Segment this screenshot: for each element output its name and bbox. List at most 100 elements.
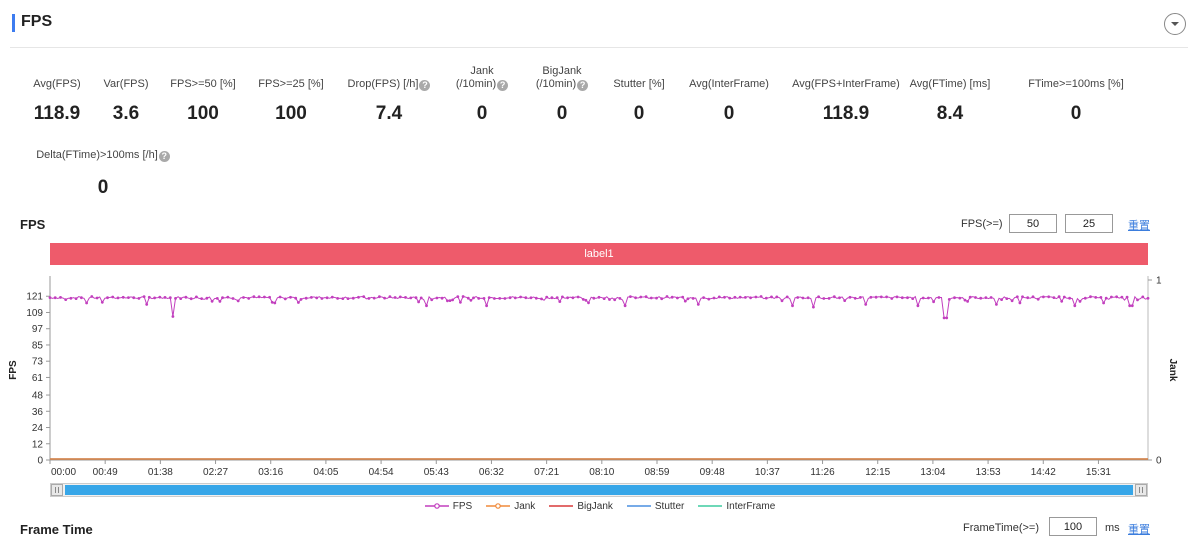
metric-3: FPS>=25 [%] 100 bbox=[206, 78, 376, 125]
metric-label: Avg(FTime) [ms] bbox=[909, 78, 991, 90]
fps-point bbox=[1060, 299, 1064, 303]
fps-chart-title: FPS bbox=[20, 217, 46, 232]
chevron-down-icon bbox=[1171, 22, 1179, 26]
fps-point bbox=[1068, 296, 1071, 300]
fps-point bbox=[942, 316, 946, 320]
x-tick-label: 00:00 bbox=[51, 467, 76, 478]
fps-point bbox=[121, 295, 125, 299]
y-tick-label: 12 bbox=[32, 439, 44, 450]
fps-point bbox=[733, 295, 737, 299]
fps-point bbox=[419, 296, 423, 300]
series-fps-line bbox=[49, 295, 1149, 319]
fps-point bbox=[215, 297, 219, 300]
fps-point bbox=[283, 297, 287, 301]
help-icon[interactable]: ? bbox=[497, 80, 509, 91]
legend-swatch-icon bbox=[549, 505, 574, 508]
fps-point bbox=[168, 296, 172, 300]
fps-point bbox=[372, 296, 376, 300]
fps-point bbox=[524, 296, 528, 300]
help-icon[interactable]: ? bbox=[158, 151, 170, 162]
fps-point bbox=[927, 296, 930, 300]
fps-point bbox=[937, 296, 941, 299]
fps-point bbox=[945, 316, 949, 320]
fps-point bbox=[890, 297, 894, 300]
metric-11: FTime>=100ms [%] 0 bbox=[991, 78, 1161, 125]
fps-point bbox=[874, 295, 878, 299]
metric-label: Avg(InterFrame) bbox=[689, 78, 769, 90]
fps-point bbox=[963, 298, 967, 302]
fps-point bbox=[508, 296, 512, 300]
fps-point bbox=[702, 296, 705, 299]
fps-point bbox=[351, 296, 355, 300]
fps-point bbox=[723, 295, 726, 299]
fps-point bbox=[558, 300, 562, 303]
fps-point bbox=[414, 296, 418, 300]
fps-threshold-input-1[interactable] bbox=[1009, 214, 1057, 233]
x-tick-label: 03:16 bbox=[258, 467, 283, 478]
slider-range-fill[interactable] bbox=[65, 485, 1133, 495]
fps-point bbox=[911, 297, 915, 300]
help-icon[interactable]: ? bbox=[577, 80, 589, 91]
slider-handle-left[interactable] bbox=[51, 484, 63, 496]
fps-point bbox=[540, 297, 543, 301]
fps-point bbox=[100, 300, 104, 304]
y-tick-label: 48 bbox=[32, 391, 44, 402]
fps-reset-link[interactable]: 重置 bbox=[1128, 220, 1150, 232]
frametime-threshold-input[interactable] bbox=[1049, 517, 1097, 536]
y-tick-label: 109 bbox=[26, 308, 43, 319]
fps-point bbox=[74, 297, 78, 300]
fps-point bbox=[145, 303, 149, 306]
frametime-reset-link[interactable]: 重置 bbox=[1128, 524, 1150, 536]
fps-point bbox=[297, 301, 300, 304]
fps-point bbox=[947, 298, 951, 301]
slider-handle-right[interactable] bbox=[1135, 484, 1147, 496]
fps-threshold-input-2[interactable] bbox=[1065, 214, 1113, 233]
legend-label: Stutter bbox=[654, 501, 685, 512]
fps-point bbox=[744, 296, 747, 299]
fps-point bbox=[1042, 295, 1045, 299]
legend-item-interframe[interactable]: InterFrame bbox=[698, 501, 775, 512]
fps-point bbox=[592, 296, 596, 300]
fps-point bbox=[853, 296, 857, 300]
chart-legend: FPS Jank BigJank Stutter InterFrame bbox=[0, 501, 1200, 512]
fps-point bbox=[200, 297, 204, 300]
fps-point bbox=[294, 296, 298, 300]
fps-point bbox=[242, 296, 245, 299]
fps-point bbox=[147, 295, 151, 299]
x-tick-label: 00:49 bbox=[93, 467, 118, 478]
legend-item-jank[interactable]: Jank bbox=[486, 501, 535, 512]
fps-point bbox=[812, 305, 815, 309]
x-tick-label: 15:31 bbox=[1086, 467, 1111, 478]
legend-item-stutter[interactable]: Stutter bbox=[626, 501, 685, 512]
metric-label: Stutter [%] bbox=[613, 78, 665, 90]
fps-point bbox=[1057, 295, 1061, 299]
fps-point bbox=[686, 297, 690, 301]
help-icon[interactable]: ? bbox=[419, 80, 431, 91]
fps-point bbox=[1128, 304, 1132, 308]
collapse-button[interactable] bbox=[1164, 13, 1186, 35]
time-range-slider[interactable] bbox=[50, 483, 1148, 497]
x-tick-label: 10:37 bbox=[755, 467, 780, 478]
fps-point bbox=[320, 297, 324, 300]
fps-point bbox=[806, 296, 810, 300]
metric-label: Avg(FPS) bbox=[33, 78, 81, 90]
x-tick-label: 05:43 bbox=[424, 467, 449, 478]
metric-9: Avg(FPS+InterFrame) 118.9 bbox=[761, 78, 931, 125]
x-tick-label: 08:10 bbox=[589, 467, 614, 478]
legend-item-bigjank[interactable]: BigJank bbox=[549, 501, 613, 512]
label-bar[interactable]: label1 bbox=[50, 243, 1148, 265]
fps-point bbox=[681, 295, 685, 299]
fps-point bbox=[448, 299, 452, 302]
fps-point bbox=[273, 301, 277, 305]
fps-point bbox=[362, 295, 366, 298]
legend-item-fps[interactable]: FPS bbox=[424, 501, 472, 512]
x-tick-label: 09:48 bbox=[700, 467, 725, 478]
fps-point bbox=[534, 296, 538, 300]
fps-point bbox=[446, 299, 449, 303]
fps-point bbox=[584, 298, 588, 302]
fps-point bbox=[263, 295, 266, 299]
fps-point bbox=[435, 296, 439, 300]
fps-point bbox=[325, 296, 329, 300]
legend-swatch-icon bbox=[698, 505, 723, 508]
